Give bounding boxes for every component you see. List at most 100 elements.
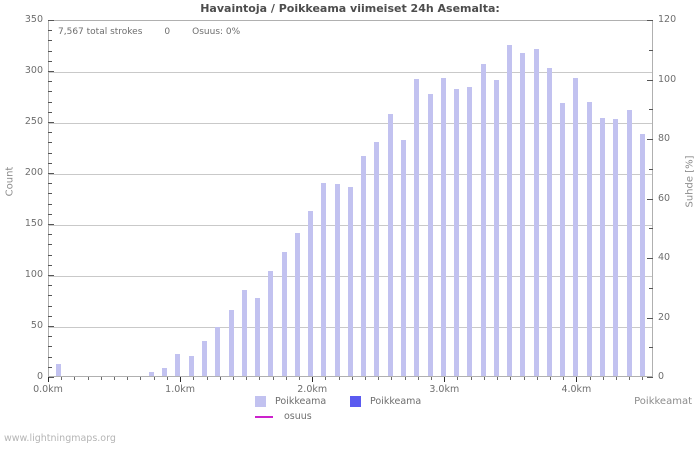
x-axis-tick-minor bbox=[206, 377, 208, 380]
x-axis-tick-minor bbox=[140, 377, 142, 380]
gridline bbox=[49, 174, 652, 175]
bar bbox=[162, 367, 168, 376]
legend-color-swatch bbox=[255, 396, 266, 407]
y-axis-left-tick-minor bbox=[48, 213, 52, 215]
x-axis-tick-minor bbox=[61, 377, 63, 380]
y-axis-right-tick-major bbox=[647, 198, 653, 200]
x-axis-tick-minor bbox=[365, 377, 367, 380]
y-axis-right-tick-label: 100 bbox=[658, 73, 677, 85]
x-axis-tick-minor bbox=[616, 377, 617, 380]
y-axis-left-tick-label: 100 bbox=[24, 269, 43, 280]
bar-series-poikkeama bbox=[49, 21, 652, 376]
y-axis-left-tick-minor bbox=[48, 285, 52, 287]
y-axis-left-tick-label: 0 bbox=[36, 371, 43, 382]
bar bbox=[427, 94, 433, 376]
y-axis-left-tick-minor bbox=[48, 60, 52, 62]
y-axis-left-tick-minor bbox=[48, 254, 52, 256]
y-axis-left-tick-minor bbox=[48, 336, 52, 338]
watermark-text: www.lightningmaps.org bbox=[4, 433, 116, 444]
y-axis-left-tick-label: 200 bbox=[24, 167, 43, 178]
y-axis-right-tick-label: 120 bbox=[658, 14, 677, 25]
bar bbox=[148, 371, 154, 376]
y-axis-left-tick-minor bbox=[48, 91, 52, 93]
chart-title: Havaintoja / Poikkeama viimeiset 24h Ase… bbox=[200, 2, 500, 15]
x-axis-tick-minor bbox=[285, 377, 287, 380]
bar bbox=[467, 87, 473, 376]
y-axis-left-tick-minor bbox=[48, 315, 52, 317]
x-axis-tick-minor bbox=[153, 377, 155, 380]
bar bbox=[255, 298, 261, 376]
x-axis-tick-minor bbox=[602, 377, 604, 380]
bar bbox=[387, 113, 393, 376]
legend-item[interactable]: Poikkeama bbox=[350, 396, 421, 407]
bar bbox=[401, 140, 406, 376]
y-axis-left-tick-label: 150 bbox=[24, 218, 43, 229]
bar bbox=[241, 290, 247, 376]
y-axis-left-tick-minor bbox=[48, 356, 52, 358]
legend-item-label: Poikkeama bbox=[275, 396, 327, 407]
bar bbox=[201, 341, 207, 376]
y-axis-left-tick-minor bbox=[48, 30, 52, 32]
y-axis-left-tick-major bbox=[48, 224, 54, 225]
y-axis-left-tick-minor bbox=[48, 295, 52, 297]
y-axis-right-title: Suhde [%] bbox=[684, 155, 696, 208]
bar bbox=[334, 184, 340, 376]
y-axis-right-tick-label: 60 bbox=[658, 192, 671, 204]
y-axis-left-tick-major bbox=[48, 377, 54, 378]
x-axis-tick-minor bbox=[87, 377, 89, 380]
y-axis-left-tick-minor bbox=[48, 346, 52, 348]
x-axis-tick-minor bbox=[298, 377, 300, 380]
x-axis-title: Poikkeamat bbox=[634, 396, 692, 407]
x-axis-tick-minor bbox=[246, 377, 248, 380]
y-axis-left-tick-minor bbox=[48, 152, 52, 154]
legend-item[interactable]: Poikkeama bbox=[255, 396, 326, 407]
bar bbox=[361, 155, 367, 376]
y-axis-right-tick-major bbox=[647, 20, 653, 21]
y-axis-right-tick-minor bbox=[649, 168, 653, 170]
bar bbox=[347, 187, 353, 376]
y-axis-right-tick-label: 0 bbox=[658, 371, 665, 382]
y-axis-left-labels: 0 50 100 150 200 250 300 350 bbox=[0, 0, 43, 450]
bar bbox=[480, 63, 486, 376]
x-axis-tick-minor bbox=[338, 377, 340, 380]
y-axis-left-tick-major bbox=[48, 275, 54, 276]
legend-item[interactable]: osuus bbox=[255, 411, 312, 422]
annotation-ratio: Osuus: 0% bbox=[192, 27, 241, 37]
x-axis-tick-minor bbox=[589, 377, 591, 380]
bar bbox=[586, 101, 592, 376]
x-axis-tick-minor bbox=[219, 377, 221, 380]
x-axis-tick-label: 0.0km bbox=[33, 384, 63, 395]
y-axis-right-tick-minor bbox=[649, 109, 653, 111]
x-axis-tick-minor bbox=[563, 377, 565, 380]
y-axis-left-tick-minor bbox=[48, 132, 52, 134]
x-axis-tick-major bbox=[576, 377, 578, 382]
bar bbox=[56, 363, 62, 376]
legend-item-label: Poikkeama bbox=[370, 396, 422, 407]
y-axis-left-tick-label: 50 bbox=[30, 320, 43, 331]
y-axis-left-tick-minor bbox=[48, 81, 52, 83]
y-axis-left-tick-minor bbox=[48, 305, 52, 307]
bar bbox=[626, 109, 632, 376]
bar bbox=[175, 353, 181, 376]
y-axis-left-tick-minor bbox=[48, 203, 52, 205]
x-axis-tick-minor bbox=[431, 377, 433, 380]
y-axis-right-tick-minor bbox=[649, 49, 653, 51]
bar bbox=[639, 134, 645, 376]
y-axis-right-tick-label: 20 bbox=[658, 311, 671, 323]
x-axis-tick-label: 2.0km bbox=[297, 384, 328, 395]
legend-line-swatch bbox=[255, 415, 273, 418]
y-axis-left-tick-minor bbox=[48, 264, 52, 266]
plot-annotation: 7,567 total strokes 0 Osuus: 0% bbox=[58, 27, 240, 37]
x-axis-tick-minor bbox=[272, 377, 274, 380]
y-axis-left-tick-minor bbox=[48, 40, 52, 42]
y-axis-left-tick-label: 300 bbox=[24, 65, 43, 76]
y-axis-right-tick-major bbox=[647, 79, 653, 81]
x-axis-tick-major bbox=[312, 377, 314, 382]
y-axis-left-tick-minor bbox=[48, 162, 52, 164]
x-axis-tick-minor bbox=[497, 377, 499, 380]
y-axis-right-labels: 0 20 40 60 80 100 120 bbox=[658, 0, 698, 450]
bar bbox=[228, 309, 234, 376]
x-axis-tick-minor bbox=[457, 377, 459, 380]
legend-color-swatch bbox=[350, 396, 361, 407]
